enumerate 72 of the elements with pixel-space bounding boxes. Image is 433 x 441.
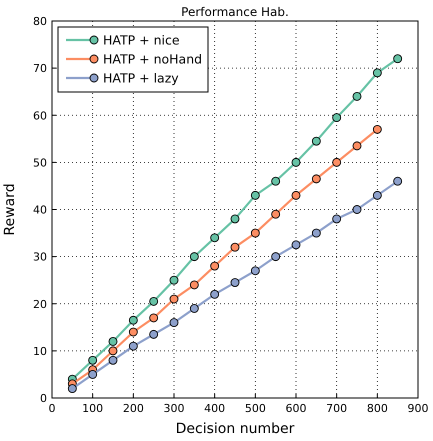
- point: [271, 210, 280, 219]
- point: [393, 54, 402, 64]
- x-tick-label: 200: [122, 402, 144, 415]
- y-tick-label: 20: [33, 298, 47, 311]
- point: [128, 342, 138, 351]
- point: [332, 158, 342, 167]
- point: [292, 190, 300, 200]
- point: [332, 214, 342, 224]
- y-tick-label: 70: [33, 62, 47, 76]
- point: [312, 136, 321, 146]
- legend-label: HATP + noHand: [103, 52, 202, 66]
- point: [210, 233, 220, 242]
- point: [352, 92, 362, 101]
- point: [88, 356, 98, 365]
- point: [210, 290, 220, 299]
- y-tick-label: 10: [33, 344, 47, 358]
- point: [271, 252, 280, 262]
- point: [230, 214, 240, 224]
- point: [312, 228, 321, 238]
- point: [352, 141, 362, 150]
- point: [190, 252, 199, 262]
- legend-label: HATP + nice: [103, 32, 180, 48]
- point: [292, 158, 300, 167]
- point: [372, 68, 382, 78]
- point: [250, 228, 260, 238]
- x-tick-label: 700: [326, 402, 348, 415]
- y-tick-label: 40: [33, 204, 47, 216]
- chart-title: Performance Hab.: [181, 5, 289, 19]
- x-tick-label: 300: [164, 402, 184, 415]
- point: [108, 337, 118, 346]
- point: [68, 384, 77, 394]
- x-axis-title: Decision number: [176, 421, 295, 437]
- x-tick-label: 100: [82, 402, 104, 415]
- x-tick-label: 900: [408, 402, 428, 415]
- point: [271, 176, 280, 186]
- point: [372, 124, 382, 134]
- x-tick-label: 600: [286, 402, 306, 415]
- point: [332, 113, 342, 122]
- y-axis-title: Reward: [2, 183, 18, 236]
- point: [88, 370, 98, 379]
- point: [149, 313, 158, 322]
- y-tick-label: 30: [33, 250, 47, 264]
- y-tick-label: 50: [33, 156, 47, 170]
- point: [170, 294, 178, 304]
- point: [108, 346, 118, 356]
- point: [372, 190, 382, 200]
- x-tick-label: 0: [48, 402, 56, 415]
- x-tick-label: 400: [204, 402, 226, 415]
- point: [393, 176, 402, 186]
- point: [210, 262, 220, 270]
- point: [250, 190, 260, 200]
- point: [149, 330, 158, 339]
- point: [128, 328, 138, 336]
- point: [250, 266, 260, 276]
- y-tick-label: 0: [40, 392, 47, 405]
- point: [108, 356, 118, 365]
- y-tick-label: 60: [33, 109, 47, 122]
- point: [190, 304, 199, 313]
- point: [170, 276, 178, 285]
- legend-label: HATP + lazy: [103, 70, 180, 86]
- point: [149, 296, 158, 306]
- point: [312, 174, 321, 184]
- point: [352, 205, 362, 214]
- point: [230, 242, 240, 252]
- point: [128, 316, 138, 325]
- point: [170, 318, 178, 328]
- x-tick-label: 500: [244, 402, 266, 415]
- point: [230, 278, 240, 287]
- y-tick-label: 80: [33, 15, 47, 28]
- point: [292, 240, 300, 250]
- point: [190, 280, 199, 290]
- x-tick-label: 800: [366, 402, 388, 415]
